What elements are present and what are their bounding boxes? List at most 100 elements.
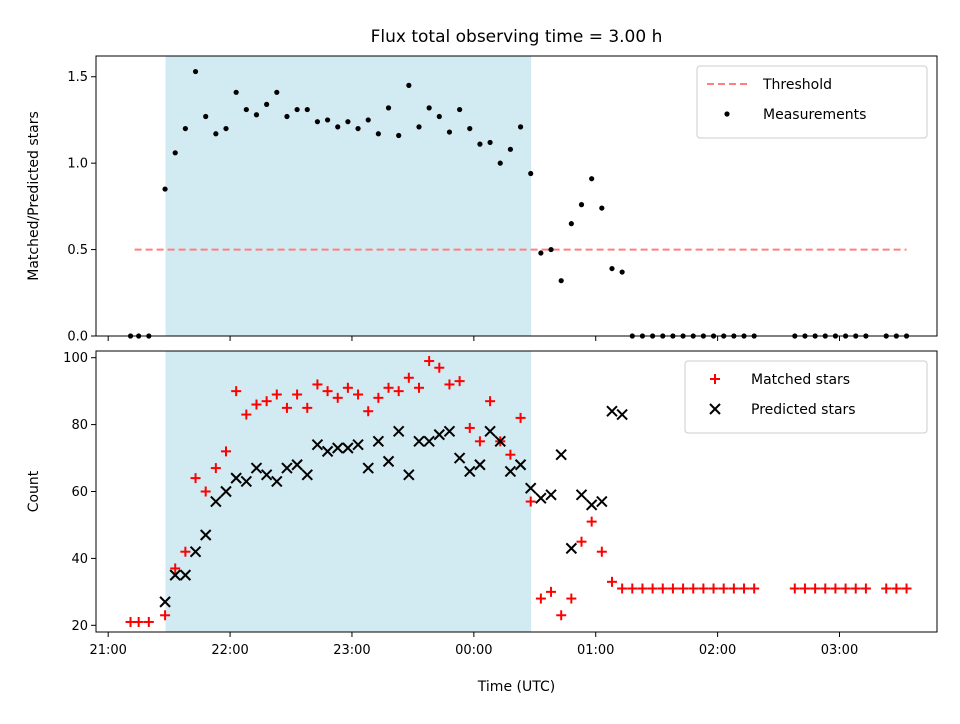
matched-star-point: [251, 399, 262, 410]
legend-label: Threshold: [762, 77, 832, 93]
matched-star-point: [810, 583, 821, 594]
legend-label: Measurements: [763, 107, 866, 123]
bottom-legend: Matched stars Predicted stars: [684, 360, 928, 434]
legend-predicted-swatch: [709, 403, 721, 415]
matched-star-point: [180, 546, 191, 557]
matched-star-point: [261, 396, 272, 407]
chart-title: Flux total observing time = 3.00 h: [371, 27, 663, 47]
matched-star-point: [424, 356, 435, 367]
predicted-star-point: [372, 435, 385, 448]
x-tick-label: 02:00: [699, 643, 736, 658]
predicted-star-point: [250, 462, 263, 474]
predicted-star-point: [321, 445, 334, 458]
predicted-star-point: [525, 482, 537, 494]
matched-star-point: [860, 583, 871, 594]
predicted-star-point: [433, 428, 446, 441]
predicted-star-point: [555, 448, 567, 461]
measurement-point: [578, 202, 585, 208]
measurement-point: [467, 125, 473, 132]
matched-star-point: [332, 392, 343, 403]
top-plot-frame: [95, 55, 938, 337]
matched-star-point: [606, 576, 617, 587]
matched-star-point: [393, 386, 404, 397]
predicted-star-point: [189, 546, 202, 558]
matched-star-point: [586, 516, 597, 527]
predicted-star-point: [606, 405, 618, 417]
predicted-star-point: [545, 489, 557, 501]
x-tick-label: 00:00: [455, 643, 492, 658]
measurement-point: [233, 89, 239, 95]
predicted-star-point: [504, 465, 517, 478]
predicted-star-point: [301, 469, 313, 481]
matched-star-point: [505, 449, 516, 460]
matched-star-point: [464, 422, 475, 433]
measurement-point: [365, 117, 371, 123]
matched-star-point: [891, 583, 902, 594]
predicted-star-point: [392, 425, 405, 437]
legend-label: Matched stars: [751, 372, 850, 388]
matched-star-point: [231, 386, 242, 397]
bottom-y-axis-label: Count: [26, 470, 42, 512]
measurement-point: [619, 269, 625, 275]
matched-star-point: [403, 372, 414, 383]
matched-star-point: [190, 473, 201, 484]
matched-star-point: [688, 583, 699, 594]
predicted-star-point: [230, 472, 242, 484]
measurement-point: [253, 112, 260, 118]
measurement-point: [538, 250, 544, 256]
y-tick-label: 60: [71, 485, 88, 500]
matched-star-point: [413, 382, 424, 393]
bottom-panel: 20 40 60 80 100 21:00 22:00 23:00 00:00 01:00 02:…: [26, 350, 938, 695]
measurement-point: [487, 139, 493, 146]
matched-star-point: [485, 396, 496, 407]
measurement-point: [345, 119, 351, 125]
predicted-star-point: [565, 542, 578, 555]
matched-star-point: [515, 412, 526, 423]
predicted-star-point: [464, 465, 476, 478]
bottom-y-axis: 20 40 60 80 100: [63, 351, 96, 634]
y-tick-label: 100: [63, 351, 88, 366]
matched-star-point: [749, 583, 760, 594]
matched-star-point: [292, 389, 303, 400]
predicted-star-point: [260, 469, 273, 481]
matched-star-point: [160, 610, 171, 621]
measurement-point: [477, 141, 483, 147]
matched-star-point: [312, 379, 323, 390]
measurement-point: [548, 246, 554, 253]
measurement-point: [162, 186, 168, 192]
predicted-star-point: [403, 469, 415, 481]
measurement-point: [355, 125, 361, 132]
measurement-point: [243, 106, 249, 113]
bottom-series-group: [125, 356, 912, 627]
measurement-point: [385, 105, 392, 111]
predicted-star-point: [332, 442, 344, 454]
measurement-point: [213, 131, 219, 137]
matched-star-point: [143, 616, 154, 627]
top-panel: 0.0 0.5 1.0 1.5 Flux total observing time =…: [26, 27, 938, 345]
legend-box: [696, 65, 928, 139]
y-tick-label: 80: [71, 418, 88, 433]
matched-star-point: [596, 546, 607, 557]
matched-star-point: [210, 463, 221, 474]
predicted-star-point: [362, 462, 374, 474]
predicted-star-point: [443, 425, 456, 437]
y-tick-label: 0.0: [67, 330, 88, 345]
x-tick-label: 03:00: [821, 643, 858, 658]
matched-star-point: [617, 583, 628, 594]
predicted-star-point: [484, 425, 496, 437]
matched-star-point: [678, 583, 689, 594]
top-x-ticks: [107, 336, 840, 341]
predicted-star-point: [514, 459, 527, 471]
y-tick-label: 0.5: [67, 243, 88, 258]
matched-star-point: [850, 583, 861, 594]
y-tick-label: 1.5: [67, 70, 88, 85]
matched-star-point: [576, 536, 587, 547]
matched-star-point: [271, 389, 282, 400]
matched-star-point: [434, 362, 445, 373]
matched-star-point: [373, 392, 384, 403]
matched-star-point: [474, 436, 485, 447]
matched-star-point: [667, 583, 678, 594]
matched-star-point: [454, 376, 465, 387]
matched-star-point: [353, 389, 364, 400]
predicted-star-point: [494, 435, 506, 448]
